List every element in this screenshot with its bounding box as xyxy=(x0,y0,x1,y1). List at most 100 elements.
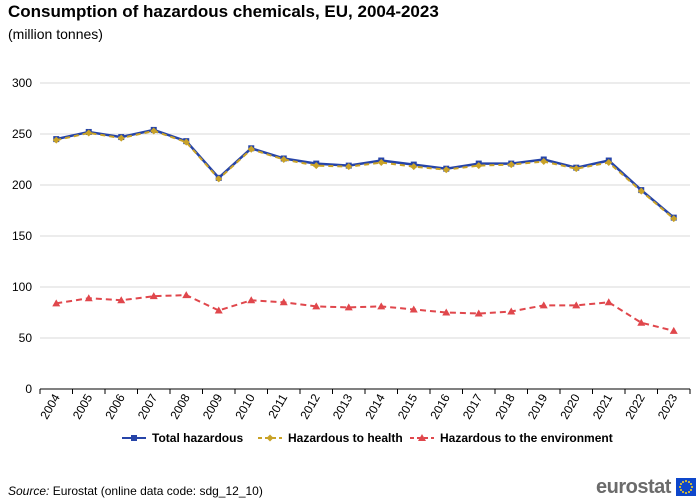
y-tick-label: 200 xyxy=(12,178,32,192)
data-point xyxy=(377,302,386,310)
flag-star xyxy=(679,483,682,485)
data-point xyxy=(117,296,126,304)
x-tick-label: 2018 xyxy=(492,391,518,421)
x-axis: 2004 2005 2006 2007 2008 2009 2010 2011 2012 2013… xyxy=(37,388,691,422)
data-point xyxy=(85,129,93,137)
data-point xyxy=(377,159,385,167)
data-point xyxy=(131,435,137,441)
data-point xyxy=(539,301,548,309)
data-point xyxy=(409,305,418,313)
data-point xyxy=(442,166,450,174)
data-point xyxy=(605,159,613,167)
data-point xyxy=(344,303,353,311)
series-line-health xyxy=(56,129,675,220)
chart-title: Consumption of hazardous chemicals, EU, … xyxy=(8,2,439,21)
data-point xyxy=(247,145,255,153)
x-tick-label: 2005 xyxy=(70,391,96,421)
x-tick-label: 2015 xyxy=(395,391,421,421)
eurostat-logo: eurostat xyxy=(596,476,696,498)
x-tick-label: 2021 xyxy=(590,391,616,421)
legend-item-total: Total hazardous xyxy=(122,431,243,445)
data-point xyxy=(182,138,190,146)
flag-star xyxy=(690,483,693,485)
legend: Total hazardous Hazardous to health Hazard… xyxy=(122,431,613,445)
data-point xyxy=(670,215,678,223)
series-lines xyxy=(52,126,678,334)
eu-flag-icon xyxy=(675,478,696,496)
x-tick-label: 2008 xyxy=(167,391,193,421)
x-tick-label: 2017 xyxy=(460,391,486,421)
flag-star xyxy=(679,489,682,491)
y-axis: 0 50 100 150 200 250 300 xyxy=(12,76,32,396)
legend-label-environment: Hazardous to the environment xyxy=(440,431,613,445)
data-point xyxy=(604,298,613,306)
y-tick-label: 250 xyxy=(12,127,32,141)
data-point xyxy=(637,318,646,326)
y-tick-label: 50 xyxy=(19,331,33,345)
data-point xyxy=(117,134,125,142)
data-point xyxy=(279,298,288,306)
flag-star xyxy=(678,486,681,488)
data-point xyxy=(215,175,223,183)
data-point xyxy=(266,434,274,442)
data-point xyxy=(669,326,678,334)
flag-star xyxy=(687,480,690,483)
x-tick-label: 2012 xyxy=(297,391,323,421)
data-point xyxy=(418,434,426,441)
x-tick-label: 2009 xyxy=(200,391,226,421)
line-chart: 0 50 100 150 200 250 300 2004 2005 2006 2007 2008 2… xyxy=(12,76,691,445)
legend-item-health: Hazardous to health xyxy=(258,431,403,445)
flag-star xyxy=(681,480,684,483)
series-line-environment xyxy=(56,294,674,332)
x-tick-label: 2020 xyxy=(557,391,583,421)
x-tick-label: 2022 xyxy=(622,391,648,421)
x-tick-label: 2010 xyxy=(232,391,258,421)
data-point xyxy=(507,307,516,315)
data-point xyxy=(474,309,483,317)
source-note: Source: Eurostat (online data code: sdg_… xyxy=(8,484,263,498)
logo-text: eurostat xyxy=(596,475,671,498)
data-point xyxy=(52,136,60,144)
data-point xyxy=(475,162,483,170)
series-total xyxy=(53,126,677,221)
x-tick-label: 2006 xyxy=(102,391,128,421)
x-tick-label: 2016 xyxy=(427,391,453,421)
data-point xyxy=(52,299,61,307)
x-tick-label: 2007 xyxy=(135,391,161,421)
data-point xyxy=(312,302,321,310)
x-tick-label: 2014 xyxy=(362,391,388,421)
flag-star xyxy=(681,491,684,494)
source-text: Eurostat (online data code: sdg_12_10) xyxy=(52,484,263,498)
flag-star xyxy=(690,486,693,488)
data-point xyxy=(572,301,581,309)
x-tick-label: 2004 xyxy=(37,391,63,421)
source-label: Source: xyxy=(8,484,50,498)
data-point xyxy=(214,306,223,314)
legend-label-total: Total hazardous xyxy=(152,431,243,445)
x-tick-label: 2013 xyxy=(330,391,356,421)
flag-star xyxy=(687,491,690,494)
series-health xyxy=(52,127,678,223)
data-point xyxy=(182,291,191,299)
y-tick-label: 150 xyxy=(12,229,32,243)
data-point xyxy=(572,165,580,173)
data-point xyxy=(280,156,288,163)
data-point xyxy=(84,294,93,302)
flag-star xyxy=(684,492,687,494)
x-tick-label: 2023 xyxy=(655,391,681,421)
legend-label-health: Hazardous to health xyxy=(288,431,403,445)
data-point xyxy=(247,296,256,304)
y-tick-label: 0 xyxy=(25,382,32,396)
data-point xyxy=(345,163,353,171)
chart-subtitle: (million tonnes) xyxy=(8,26,103,42)
flag-star xyxy=(690,489,693,491)
data-point xyxy=(312,162,320,170)
data-point xyxy=(442,308,451,316)
data-point xyxy=(150,127,158,135)
grid-lines xyxy=(40,82,690,339)
series-environment xyxy=(52,291,678,334)
data-point xyxy=(540,158,548,166)
data-point xyxy=(507,161,515,169)
data-point xyxy=(637,187,645,195)
y-tick-label: 300 xyxy=(12,76,32,90)
